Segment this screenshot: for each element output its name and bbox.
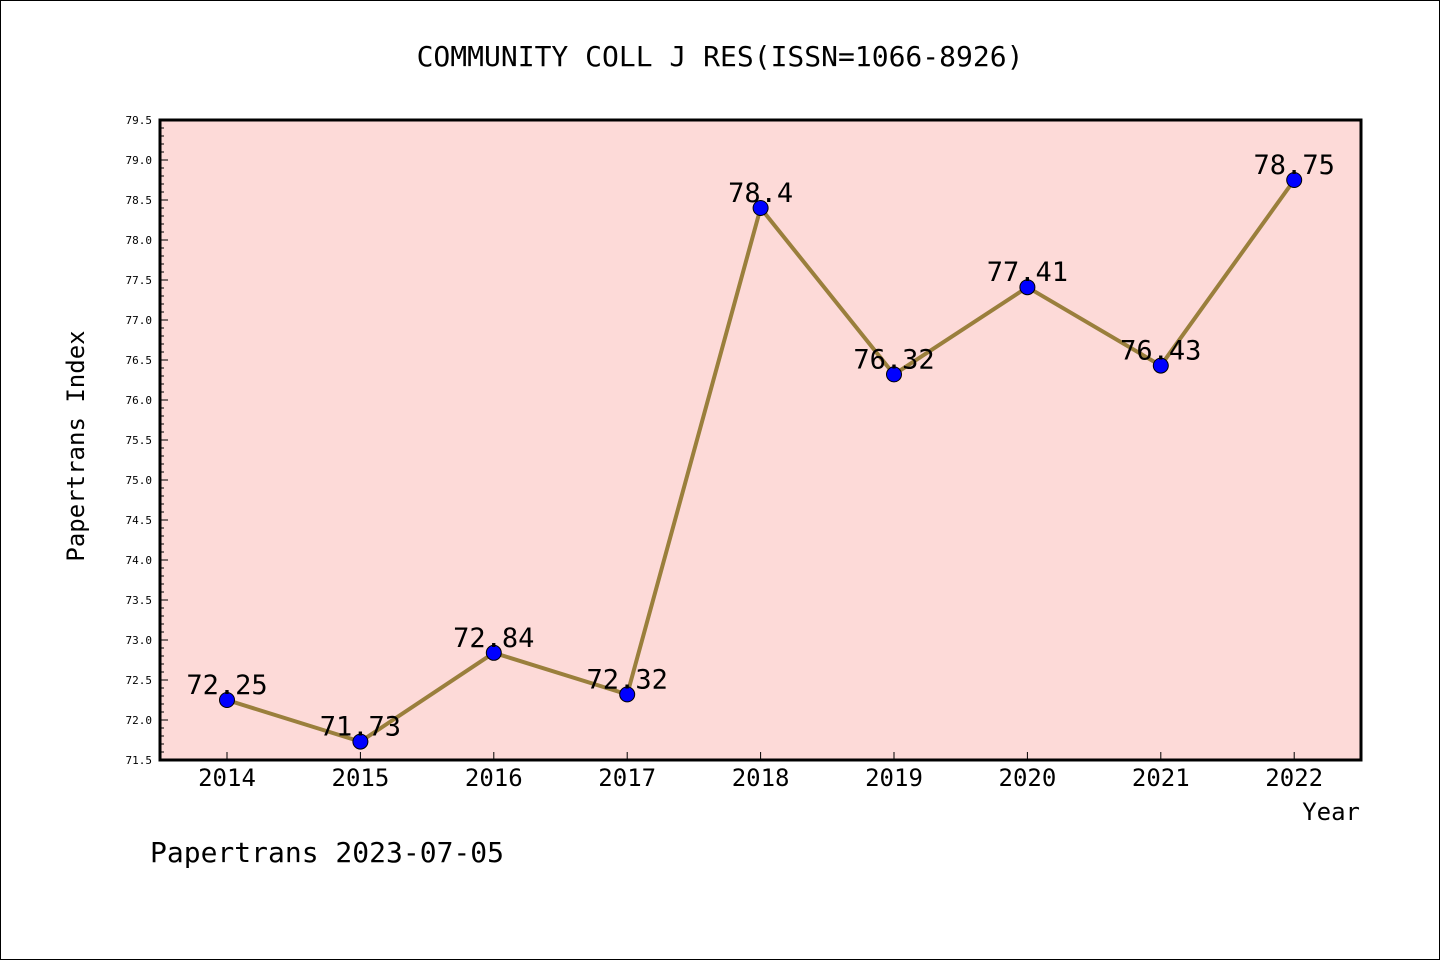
y-tick-label: 72.0 [126, 714, 153, 727]
y-tick-label: 74.5 [126, 514, 153, 527]
chart-title: COMMUNITY COLL J RES(ISSN=1066-8926) [417, 40, 1024, 73]
x-tick-label: 2018 [732, 764, 790, 792]
plot-area [158, 118, 1363, 762]
y-tick-label: 79.5 [126, 114, 153, 127]
x-tick-label: 2015 [332, 764, 390, 792]
data-label: 78.75 [1254, 150, 1335, 181]
y-tick-label: 76.5 [126, 354, 153, 367]
y-tick-label: 75.0 [126, 474, 153, 487]
data-point [352, 733, 369, 750]
data-point [1286, 172, 1303, 188]
y-tick-label: 73.5 [126, 594, 153, 607]
x-tick-label: 2020 [999, 764, 1057, 792]
x-tick-label: 2019 [865, 764, 923, 792]
y-tick-label: 74.0 [126, 554, 153, 567]
y-axis-label: Papertrans Index [62, 330, 90, 561]
series-group: 72.25 71.73 72.84 72.32 78.4 76.32 77.41 76.43 7… [186, 150, 1335, 750]
y-tick-label: 79.0 [126, 154, 153, 167]
data-label: 77.41 [987, 257, 1068, 288]
data-label: 76.32 [853, 344, 934, 375]
y-tick-label: 76.0 [126, 394, 153, 407]
x-axis-label: Year [1302, 798, 1360, 826]
data-point [1152, 357, 1169, 374]
data-label: 78.4 [728, 178, 793, 209]
x-tick-label: 2022 [1265, 764, 1323, 792]
y-tick-label: 71.5 [126, 754, 153, 767]
data-label: 72.84 [453, 623, 534, 654]
y-tick-label: 78.5 [126, 194, 153, 207]
data-label: 76.43 [1120, 336, 1201, 367]
x-tick-label: 2016 [465, 764, 523, 792]
x-axis-ticks: 2014 2015 2016 2017 2018 2019 2020 2021 2022 [198, 752, 1323, 792]
y-tick-label: 77.5 [126, 274, 153, 287]
x-tick-label: 2017 [598, 764, 656, 792]
y-tick-label: 78.0 [126, 234, 153, 247]
data-point [219, 692, 235, 708]
y-axis-ticks: 71.5 72.0 72.5 73.0 73.5 74.0 74.5 75.0 75.5 76.0… [126, 114, 168, 767]
y-tick-label: 75.5 [126, 434, 153, 447]
data-label: 72.32 [587, 664, 668, 695]
data-label: 72.25 [186, 670, 267, 701]
data-point [886, 366, 902, 383]
data-point [485, 644, 502, 661]
y-tick-label: 77.0 [126, 314, 153, 327]
data-point [752, 200, 769, 216]
x-tick-label: 2014 [198, 764, 256, 792]
data-label: 71.73 [320, 712, 401, 743]
data-point [1019, 279, 1036, 296]
x-tick-label: 2021 [1132, 764, 1190, 792]
y-tick-label: 72.5 [126, 674, 153, 687]
data-point [619, 686, 636, 703]
footer-stamp: Papertrans 2023-07-05 [150, 836, 505, 869]
y-tick-label: 73.0 [126, 634, 153, 647]
